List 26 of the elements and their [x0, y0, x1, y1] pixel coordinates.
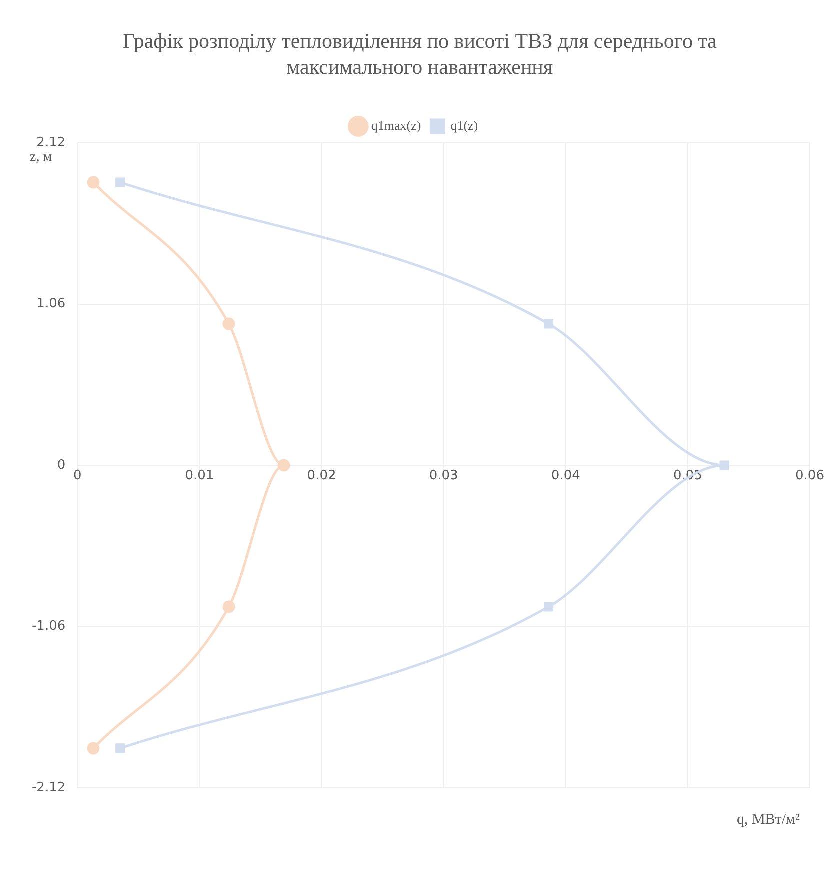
point — [116, 744, 126, 754]
point — [116, 178, 126, 188]
y-tick-label: 2.12 — [36, 135, 66, 150]
x-tick-label: 0 — [73, 468, 82, 484]
x-tick-label: 0.02 — [307, 468, 336, 484]
legend-label: q1max(z) — [371, 118, 422, 133]
y-tick-label: 1.06 — [36, 296, 66, 312]
x-tick-label: 0.04 — [551, 468, 580, 484]
point — [544, 319, 554, 329]
y-tick-label: 0 — [57, 458, 66, 473]
chart-title: Графік розподілу тепловиділення по висоті ТВЗ для середнього та максимального навантаження — [122, 28, 718, 80]
point — [222, 600, 236, 614]
point — [222, 318, 236, 330]
point — [544, 602, 554, 612]
x-tick-label: 0.06 — [796, 468, 824, 484]
point — [87, 176, 100, 189]
x-axis-title: q, МВт/м² — [736, 812, 800, 829]
point — [87, 742, 100, 755]
point — [720, 460, 730, 470]
y-axis-title: z, м — [30, 150, 52, 166]
x-tick-label: 0.03 — [429, 468, 458, 484]
legend-label: q1(z) — [450, 118, 478, 133]
y-tick-label: -1.06 — [32, 619, 66, 634]
point — [278, 459, 290, 472]
y-tick-label: -2.12 — [32, 780, 66, 796]
x-tick-label: 0.01 — [185, 468, 214, 484]
